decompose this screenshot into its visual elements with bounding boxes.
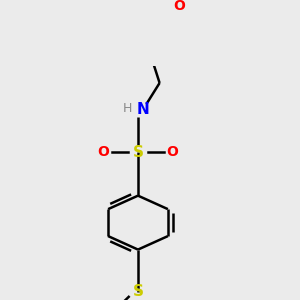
- Text: O: O: [173, 0, 185, 13]
- Text: S: S: [133, 284, 143, 299]
- Text: O: O: [167, 145, 178, 159]
- Text: S: S: [133, 145, 143, 160]
- Text: H: H: [123, 103, 132, 116]
- Text: O: O: [98, 145, 110, 159]
- Text: N: N: [137, 102, 150, 117]
